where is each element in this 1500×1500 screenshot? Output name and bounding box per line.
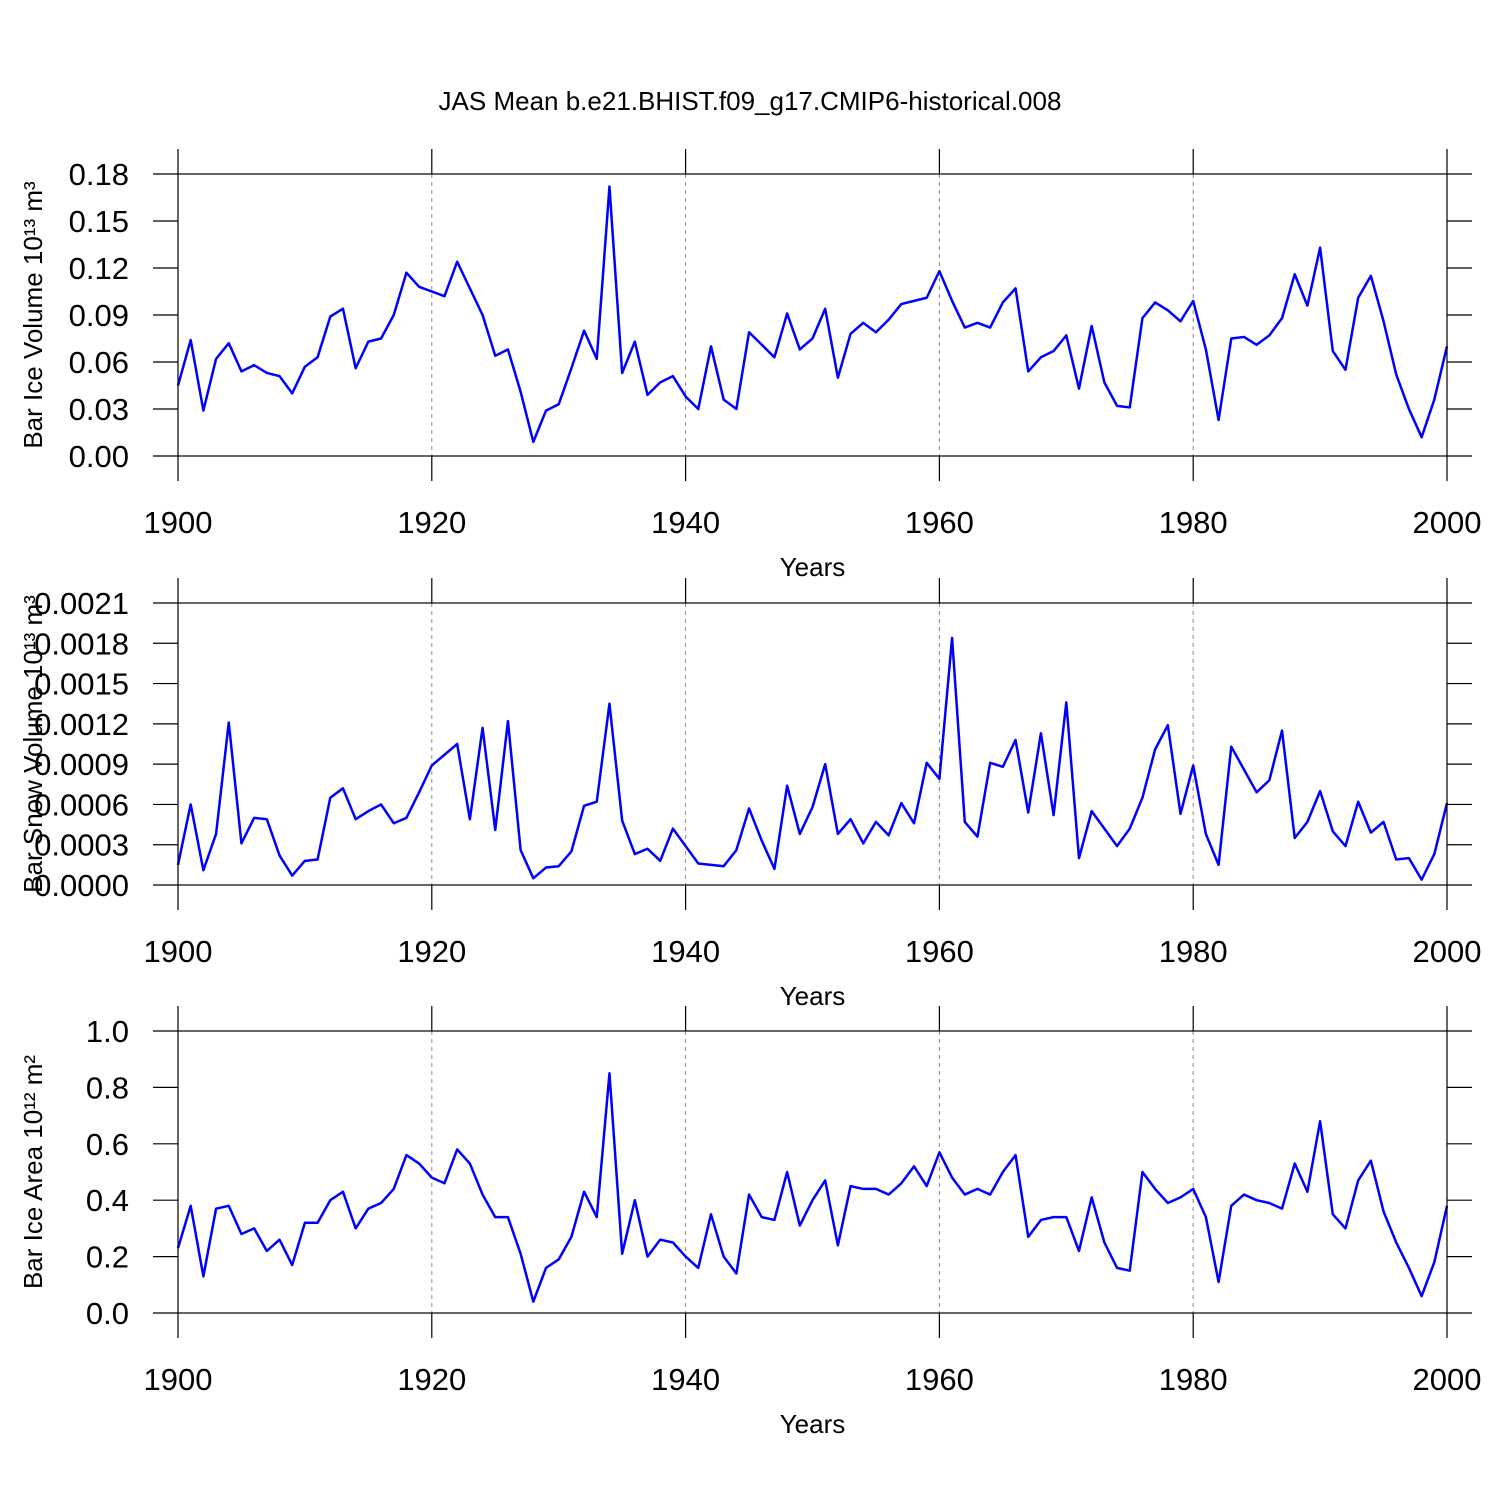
x-tick-label: 1940 [651,1362,720,1397]
x-tick-label: 1940 [651,505,720,540]
panel: 1900 1920 1940 1960 1980 2000 0.0000 0.0003 0.00… [18,578,1481,1011]
y-tick-label: 0.0021 [34,586,129,621]
y-axis-label: Bar Snow Volume 10¹³ m³ [18,595,48,893]
y-tick-label: 0.06 [69,345,129,380]
y-tick-label: 0.0000 [34,868,129,903]
plot-frame [177,602,1448,886]
y-axis-label: Bar Ice Volume 10¹³ m³ [18,181,48,449]
y-tick-label: 0.0015 [34,667,129,702]
x-tick-label: 2000 [1413,1362,1482,1397]
y-axis-label-group: Bar Ice Area 10¹² m² [18,1055,48,1289]
x-axis-label: Years [780,981,846,1011]
x-tick-label: 2000 [1413,505,1482,540]
y-tick-label: 1.0 [86,1014,129,1049]
y-tick-label: 0.6 [86,1127,129,1162]
y-tick-label: 0.0009 [34,747,129,782]
y-tick-label: 0.15 [69,204,129,239]
data-line [176,636,1449,881]
y-tick-label: 0.0003 [34,828,129,863]
x-tick-label: 1920 [397,934,466,969]
x-tick-label: 1980 [1159,505,1228,540]
y-axis-label-group: Bar Ice Volume 10¹³ m³ [18,181,48,449]
plot-frame [177,1030,1448,1314]
panel: 1900 1920 1940 1960 1980 2000 0.00 0.03 0.06 0.09… [18,149,1481,582]
x-tick-label: 1920 [397,1362,466,1397]
x-tick-label: 1960 [905,1362,974,1397]
x-tick-label: 1980 [1159,934,1228,969]
y-tick-label: 0.09 [69,298,129,333]
x-tick-label: 1900 [144,505,213,540]
x-tick-label: 1900 [144,1362,213,1397]
y-tick-label: 0.0018 [34,626,129,661]
y-tick-label: 0.18 [69,157,129,192]
y-tick-label: 0.0012 [34,707,129,742]
x-tick-label: 2000 [1413,934,1482,969]
x-tick-label: 1900 [144,934,213,969]
x-tick-label: 1980 [1159,1362,1228,1397]
x-tick-label: 1960 [905,934,974,969]
y-axis-label-group: Bar Snow Volume 10¹³ m³ [18,595,48,893]
y-tick-label: 0.12 [69,251,129,286]
x-tick-label: 1960 [905,505,974,540]
x-axis-label: Years [780,1409,846,1439]
y-axis-label: Bar Ice Area 10¹² m² [18,1055,48,1289]
x-axis-label: Years [780,552,846,582]
y-tick-label: 0.2 [86,1240,129,1275]
y-tick-label: 0.8 [86,1070,129,1105]
plot-frame [177,173,1448,457]
y-tick-label: 0.03 [69,392,129,427]
data-line [176,1072,1449,1303]
y-tick-label: 0.00 [69,439,129,474]
y-tick-label: 0.4 [86,1183,129,1218]
data-line [176,185,1449,444]
panel: 1900 1920 1940 1960 1980 2000 0.0 0.2 0.4 0.6 0.8 1… [18,1006,1481,1439]
y-tick-label: 0.0 [86,1296,129,1331]
x-tick-label: 1920 [397,505,466,540]
y-tick-label: 0.0006 [34,787,129,822]
x-tick-label: 1940 [651,934,720,969]
figure-title: JAS Mean b.e21.BHIST.f09_g17.CMIP6-histo… [439,86,1062,116]
